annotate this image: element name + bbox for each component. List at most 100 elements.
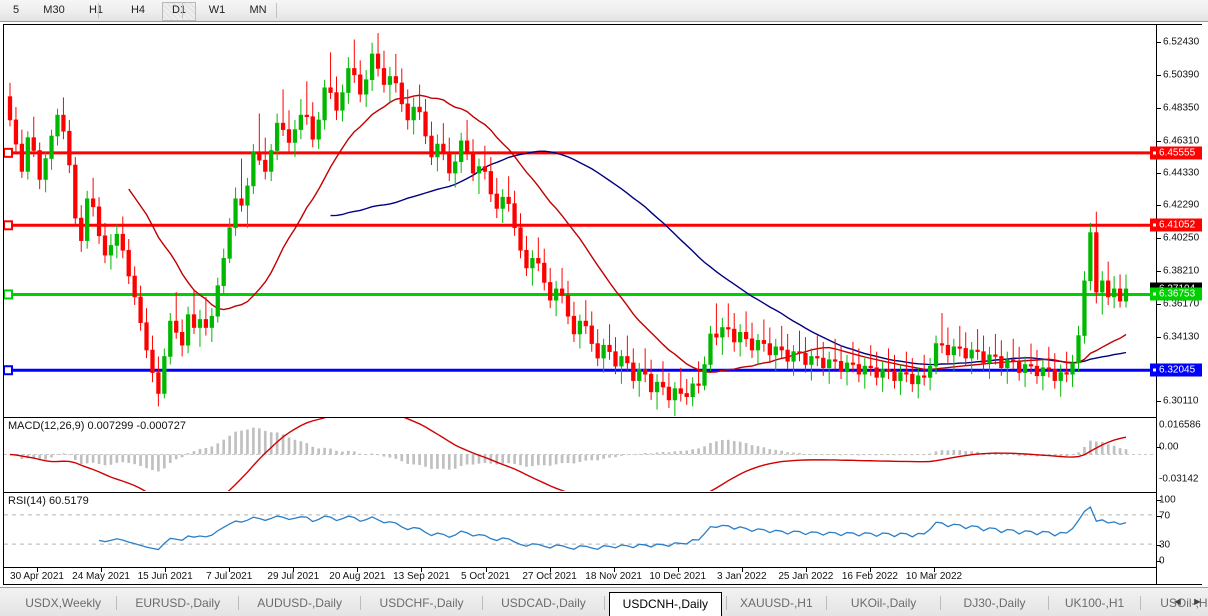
tab-scroll-left-icon[interactable]: ◄ (1172, 596, 1183, 608)
time-axis-tick (485, 568, 487, 572)
rsi-label: RSI(14) 60.5179 (8, 495, 89, 507)
chart-tab-usdx-weekly[interactable]: USDX,Weekly (25, 596, 102, 610)
time-axis-label: 13 Sep 2021 (393, 571, 450, 582)
resistance-lower-chip[interactable]: 6.41052 (1150, 218, 1202, 232)
time-axis-tick (421, 568, 423, 572)
tab-separator (360, 596, 362, 610)
rsi-pane[interactable]: RSI(14) 60.5179 (4, 492, 1156, 567)
chart-tab-uk100-h1[interactable]: UK100-,H1 (1064, 596, 1125, 610)
chart-tab-xauusd-h1[interactable]: XAUUSD-,H1 (739, 596, 813, 610)
tab-separator (725, 596, 727, 610)
tab-separator (825, 596, 827, 610)
timeframe-h4[interactable]: H4 (130, 4, 146, 16)
price-axis-label: 6.42290 (1163, 199, 1200, 211)
timeframe-d1[interactable]: D1 (162, 2, 196, 21)
time-axis-tick (229, 568, 231, 572)
rsi-axis-label: 100 (1159, 494, 1176, 506)
toolbar-separator (98, 3, 99, 18)
tab-separator (1140, 596, 1142, 610)
timeframe-w1[interactable]: W1 (208, 4, 226, 16)
chart-tab-eurusd-daily[interactable]: EURUSD-,Daily (135, 596, 221, 610)
price-axis-tick (1157, 75, 1161, 77)
chart-tab-dj30-daily[interactable]: DJ30-,Daily (963, 596, 1026, 610)
price-axis[interactable]: 6.52430 6.50390 6.48350 6.46310 6.44330 6.422… (1150, 25, 1202, 584)
tab-separator (116, 596, 118, 610)
price-axis-label: 6.40250 (1163, 232, 1200, 244)
time-axis-label: 10 Dec 2021 (649, 571, 707, 582)
price-axis-tick (1157, 140, 1161, 142)
time-axis-label: 20 Aug 2021 (329, 571, 386, 582)
tab-separator (940, 596, 942, 610)
price-axis-tick (1157, 42, 1161, 44)
timeframe-h1[interactable]: H1 (88, 4, 104, 16)
price-axis-tick (1157, 336, 1161, 338)
time-axis-label: 7 Jul 2021 (206, 571, 253, 582)
price-axis-tick (1157, 172, 1161, 174)
chart-tab-ukoil-daily[interactable]: UKOil-,Daily (850, 596, 917, 610)
price-axis-label: 6.48350 (1163, 102, 1200, 114)
time-axis-tick (37, 568, 38, 572)
tab-separator (482, 596, 483, 610)
rsi-axis-label: 30 (1159, 539, 1171, 551)
rsi-axis-tick (1157, 500, 1161, 501)
chart-tab-audusd-daily[interactable]: AUDUSD-,Daily (257, 596, 342, 610)
timeframe-5[interactable]: 5 (12, 4, 20, 16)
bid-line-chip[interactable]: 6.36753 (1150, 287, 1202, 301)
time-axis-label: 27 Oct 2021 (522, 571, 577, 582)
timeframe-mn[interactable]: MN (249, 4, 267, 16)
time-axis-label: 15 Jun 2021 (137, 571, 193, 582)
timeframe-m30[interactable]: M30 (43, 4, 65, 16)
macd-label: MACD(12,26,9) 0.007299 -0.000727 (8, 420, 186, 432)
tab-scroll-right-icon[interactable]: ► (1192, 596, 1203, 608)
candlestick-plot (4, 33, 1156, 416)
price-axis-label: 6.46310 (1163, 135, 1200, 147)
time-axis: 30 Apr 2021 24 May 2021 15 Jun 2021 7 Jul 2… (4, 567, 1156, 585)
price-axis-label: 6.52430 (1163, 36, 1200, 48)
rsi-axis-tick (1157, 516, 1161, 517)
toolbar-separator (276, 3, 277, 18)
time-axis-tick (677, 568, 679, 572)
macd-axis-label: -0.03142 (1159, 473, 1199, 485)
toolbar-separator (182, 3, 183, 18)
time-axis-tick (549, 568, 551, 572)
tab-separator (1047, 596, 1049, 610)
chart-tab-usdchf-daily[interactable]: USDCHF-,Daily (379, 596, 464, 610)
price-axis-tick (1157, 303, 1161, 305)
chip-handle[interactable] (1151, 221, 1158, 229)
chart-tab-usdcad-daily[interactable]: USDCAD-,Daily (501, 596, 586, 610)
rsi-plot (4, 505, 1156, 551)
resistance-upper-chip[interactable]: 6.45555 (1150, 146, 1202, 160)
time-axis-tick (357, 568, 359, 572)
chart-tab-usdcnh-daily[interactable]: USDCNH-,Daily (608, 592, 722, 616)
time-axis-label: 25 Jan 2022 (778, 571, 834, 582)
time-axis-tick (101, 568, 103, 572)
chip-handle[interactable] (1151, 366, 1158, 374)
tab-separator (238, 596, 240, 610)
rsi-axis-tick (1157, 561, 1161, 562)
time-axis-label: 24 May 2021 (72, 571, 130, 582)
price-axis-label: 6.50390 (1163, 69, 1200, 81)
rsi-axis-tick (1157, 545, 1161, 546)
chart-tab-usoil-h1[interactable]: USOil-,H1 (1160, 596, 1208, 610)
timeframe-toolbar: 5 M30 H1 H4 D1 W1 MN (0, 0, 1208, 22)
macd-pane[interactable]: MACD(12,26,9) 0.007299 -0.000727 (4, 417, 1156, 492)
price-axis-label: 6.34130 (1163, 331, 1200, 343)
price-chart-pane[interactable] (4, 25, 1156, 416)
price-axis-label: 6.30110 (1163, 395, 1199, 407)
macd-plot (4, 418, 1156, 491)
time-axis-label: 29 Jul 2021 (267, 571, 320, 582)
time-axis-label: 30 Apr 2021 (10, 571, 64, 582)
time-axis-tick (869, 568, 871, 572)
time-axis-label: 16 Feb 2022 (841, 571, 899, 582)
rsi-axis-label: 70 (1159, 510, 1171, 522)
time-axis-label: 18 Nov 2021 (585, 571, 642, 582)
price-axis-label: 6.36170 (1163, 298, 1200, 310)
time-axis-tick (805, 568, 807, 572)
chip-handle[interactable] (1151, 290, 1158, 298)
price-axis-label: 6.38210 (1163, 265, 1200, 277)
time-axis-tick (165, 568, 167, 572)
support-line-chip[interactable]: 6.32045 (1150, 363, 1202, 377)
time-axis-tick (293, 568, 295, 572)
macd-axis-label: 0.00 (1159, 441, 1179, 453)
chip-handle[interactable] (1151, 149, 1158, 157)
